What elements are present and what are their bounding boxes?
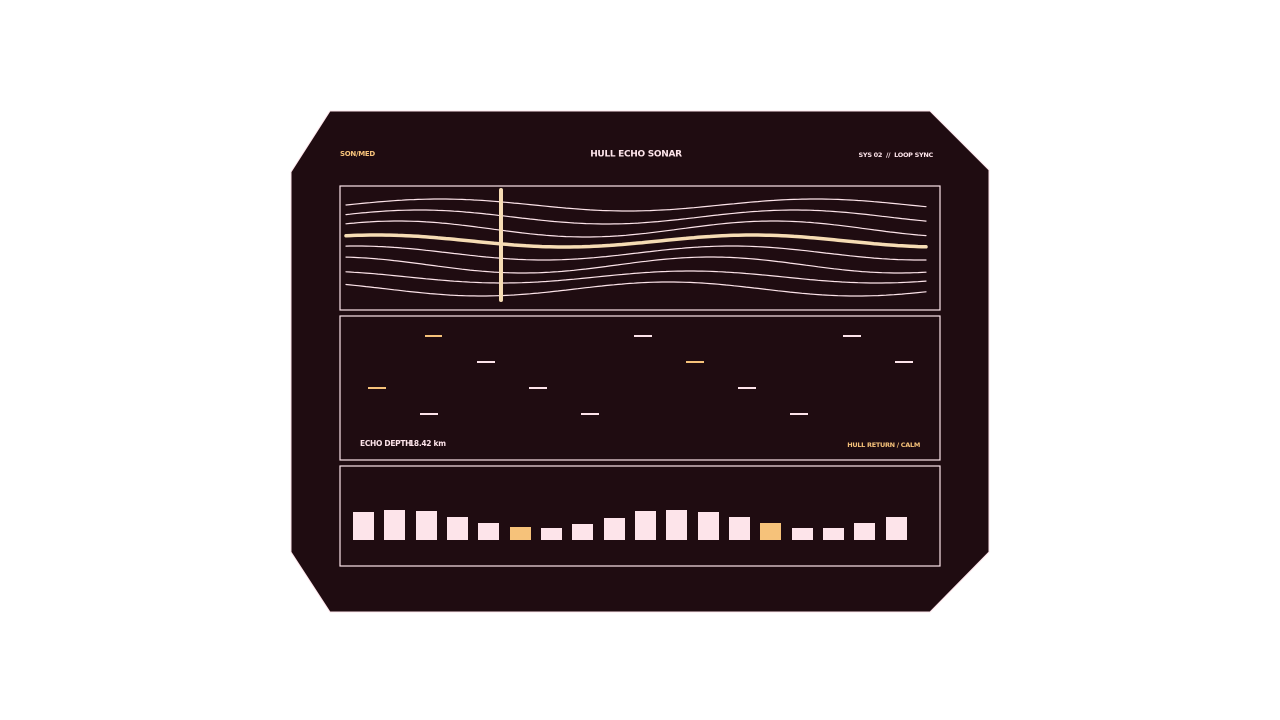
level-bar xyxy=(384,510,405,540)
waveform-frame xyxy=(339,185,941,311)
wave-line xyxy=(345,245,927,261)
level-bar xyxy=(447,517,468,540)
level-bar xyxy=(823,528,844,540)
level-bar xyxy=(635,511,656,540)
wave-line xyxy=(345,220,927,238)
level-bar xyxy=(854,523,875,540)
wave-line xyxy=(345,270,927,284)
level-bar xyxy=(604,518,625,540)
echo-frame xyxy=(339,315,941,461)
sync-status: SYS 02 // LOOP SYNC xyxy=(859,151,934,159)
wave-line xyxy=(345,281,927,297)
level-bar xyxy=(698,512,719,540)
level-bar xyxy=(353,512,374,540)
primary-wave xyxy=(344,233,928,249)
level-frame xyxy=(339,465,941,567)
level-bar xyxy=(416,511,437,540)
level-bar xyxy=(510,527,531,540)
level-bar xyxy=(792,528,813,540)
wave-line xyxy=(345,256,927,274)
level-meter xyxy=(353,510,907,540)
device-code: SON/MED xyxy=(340,150,375,158)
level-bar xyxy=(729,517,750,540)
waveform xyxy=(344,198,928,297)
wave-line xyxy=(345,209,927,225)
level-bar xyxy=(666,510,687,540)
level-bar xyxy=(541,528,562,540)
echo-returns xyxy=(368,335,913,415)
hull-status: HULL RETURN / CALM xyxy=(847,441,920,449)
level-bar xyxy=(760,523,781,540)
echo-depth-value: 18.42 km xyxy=(409,439,446,448)
level-bar xyxy=(886,517,907,540)
level-bar xyxy=(478,523,499,540)
device-title: HULL ECHO SONAR xyxy=(590,150,682,160)
level-bar xyxy=(572,524,593,540)
wave-line xyxy=(345,198,927,212)
echo-depth-label: ECHO DEPTH xyxy=(360,439,411,448)
